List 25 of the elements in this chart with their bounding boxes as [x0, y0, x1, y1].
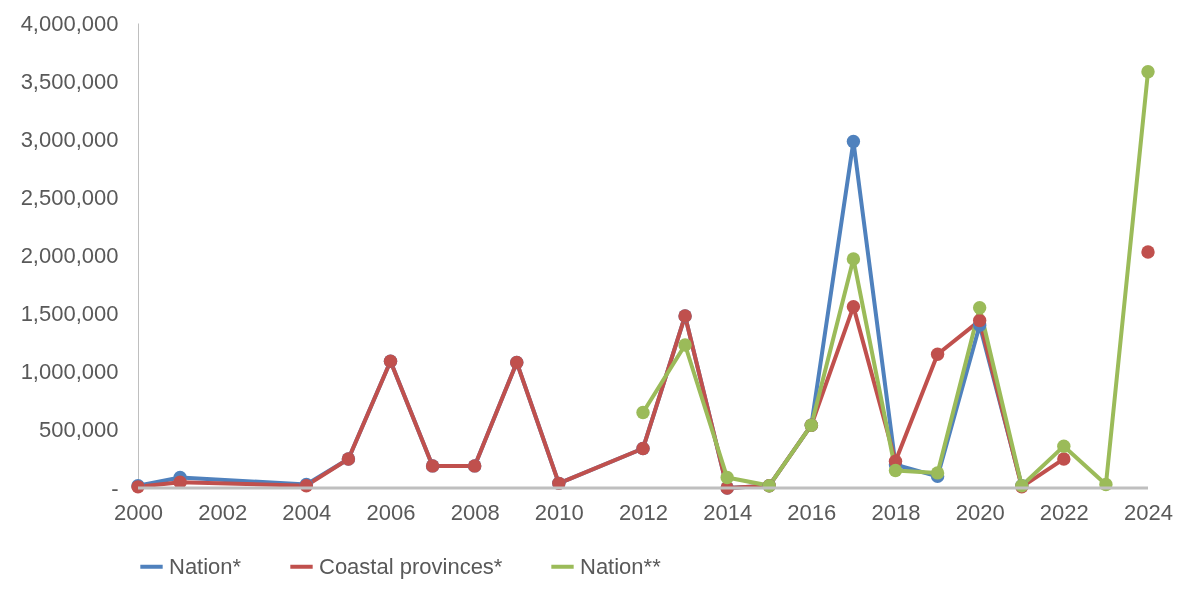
legend-label: Nation** [580, 553, 662, 579]
x-tick-label: 2014 [703, 499, 753, 525]
x-tick-label: 2004 [282, 499, 332, 525]
legend-label: Nation* [169, 553, 242, 579]
y-tick-label: - [111, 475, 119, 501]
y-tick-label: 2,500,000 [20, 184, 119, 210]
x-tick-label: 2006 [366, 499, 416, 525]
x-tick-label: 2002 [198, 499, 248, 525]
x-tick-label: 2012 [619, 499, 668, 525]
y-tick-label: 3,500,000 [20, 68, 119, 94]
x-tick-label: 2000 [114, 499, 163, 525]
y-tick-label: 2,000,000 [20, 243, 119, 268]
x-tick-label: 2008 [450, 499, 500, 525]
x-tick-label: 2020 [955, 499, 1005, 525]
y-tick-label: 3,000,000 [20, 126, 119, 152]
x-tick-label: 2010 [534, 499, 584, 525]
y-tick-label: 500,000 [38, 417, 119, 443]
y-tick-label: 1,000,000 [20, 359, 119, 385]
x-tick-label: 2022 [1039, 499, 1089, 525]
x-tick-label: 2018 [871, 499, 921, 525]
y-tick-label: 1,500,000 [20, 301, 119, 327]
y-tick-label: 4,000,000 [20, 10, 119, 36]
x-tick-label: 2016 [787, 499, 837, 525]
x-tick-label: 2024 [1124, 499, 1173, 525]
legend-label: Coastal provinces* [319, 553, 503, 579]
